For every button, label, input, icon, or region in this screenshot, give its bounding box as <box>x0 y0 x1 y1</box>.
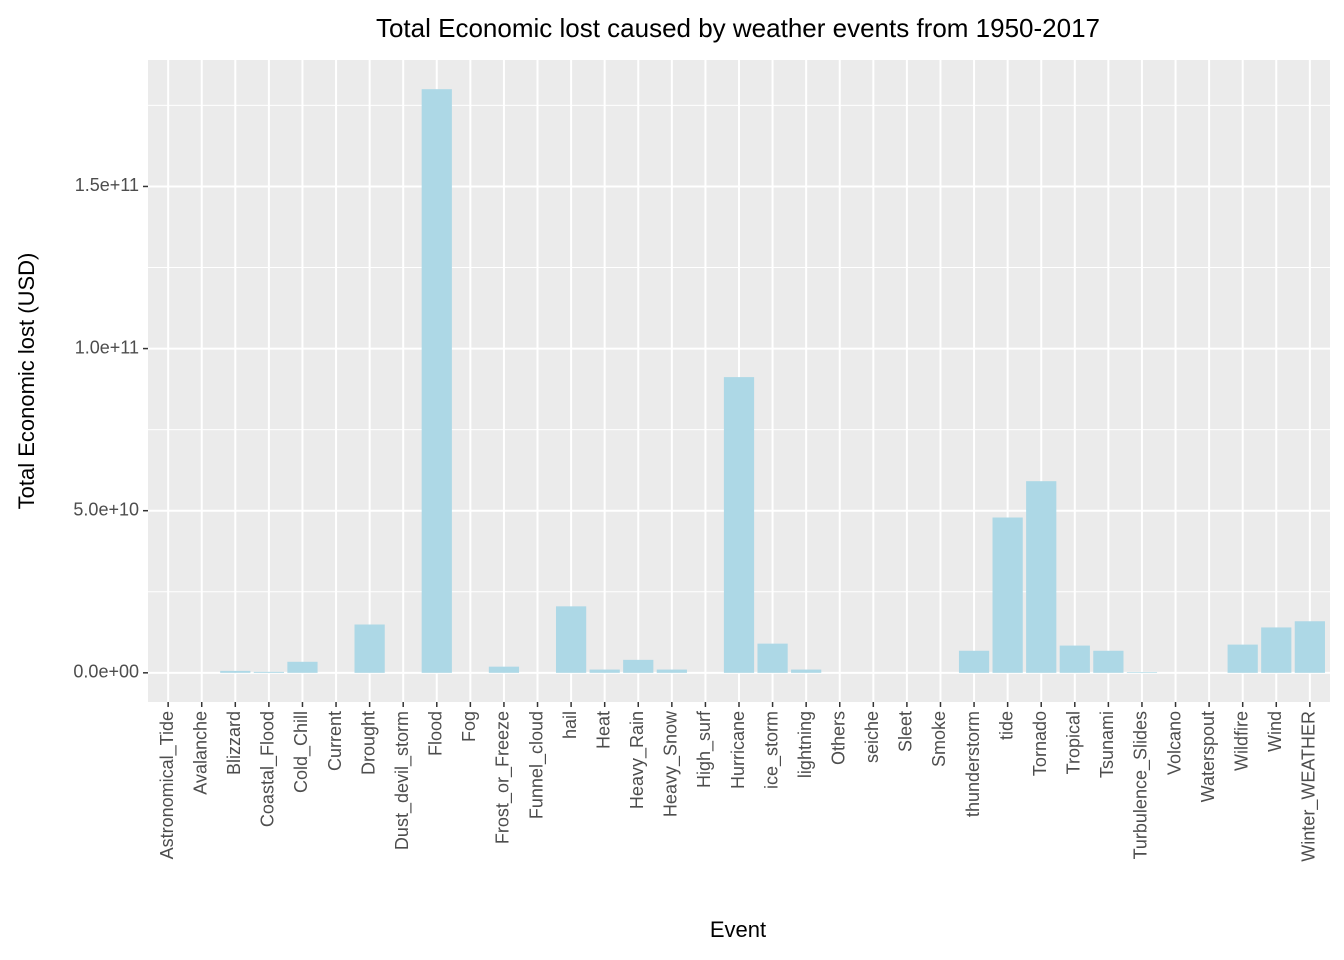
bar <box>958 650 990 673</box>
bar <box>421 89 452 673</box>
x-tick-label: Heavy_Snow <box>661 710 682 817</box>
bar <box>623 659 654 673</box>
bar <box>757 643 788 673</box>
y-tick-label: 0.0e+00 <box>73 662 139 682</box>
x-tick-label: Others <box>828 711 848 765</box>
x-tick-label: Tsunami <box>1097 711 1117 778</box>
y-tick-label: 5.0e+10 <box>73 499 139 519</box>
bar <box>723 377 755 673</box>
x-tick-label: Blizzard <box>224 711 244 775</box>
x-tick-label: Dust_devil_storm <box>392 711 413 850</box>
x-tick-label: Current <box>325 711 345 771</box>
bar <box>555 606 587 673</box>
bar <box>1093 650 1124 673</box>
x-tick-label: Tornado <box>1030 711 1050 776</box>
x-tick-label: Funnel_cloud <box>526 711 547 819</box>
bar <box>791 669 822 673</box>
bar <box>253 671 284 673</box>
x-tick-label: Tropical <box>1064 711 1084 774</box>
x-tick-label: High_surf <box>694 710 715 788</box>
x-tick-label: Smoke <box>929 711 949 767</box>
x-tick-label: Avalanche <box>190 711 210 795</box>
x-tick-label: lightning <box>795 711 815 778</box>
x-tick-label: Wind <box>1265 711 1285 752</box>
x-tick-label: hail <box>560 711 580 739</box>
x-tick-label: Wildfire <box>1231 711 1251 771</box>
bar <box>287 661 318 673</box>
bar <box>1126 672 1158 673</box>
x-tick-label: seiche <box>862 711 882 763</box>
x-tick-label: Winter_WEATHER <box>1299 711 1320 862</box>
bar <box>354 624 385 673</box>
x-tick-label: Heat <box>593 711 613 749</box>
bar <box>1294 621 1325 673</box>
bar <box>1059 645 1090 673</box>
y-axis-title: Total Economic lost (USD) <box>14 253 39 510</box>
bar <box>656 669 687 673</box>
x-tick-label: Astronomical_Tide <box>157 711 178 859</box>
x-tick-label: Flood <box>426 711 446 756</box>
chart-title: Total Economic lost caused by weather ev… <box>376 13 1100 43</box>
x-tick-label: ice_storm <box>761 711 782 789</box>
x-tick-label: Fog <box>459 711 479 742</box>
x-tick-label: Coastal_Flood <box>258 711 279 827</box>
x-tick-label: Volcano <box>1164 711 1184 775</box>
bar <box>488 666 520 673</box>
x-tick-label: Waterspout <box>1198 711 1218 802</box>
bar <box>589 669 620 673</box>
y-tick-label: 1.0e+11 <box>75 337 139 357</box>
bar <box>1026 481 1057 673</box>
x-tick-label: Heavy_Rain <box>627 711 648 809</box>
x-tick-label: Frost_or_Freeze <box>493 711 514 844</box>
x-tick-label: thunderstorm <box>963 711 983 817</box>
x-tick-label: Sleet <box>896 711 916 752</box>
bar <box>1227 644 1258 673</box>
x-tick-label: Drought <box>358 711 378 775</box>
x-tick-label: Hurricane <box>728 711 748 789</box>
x-tick-label: Turbulence_Slides <box>1131 711 1152 859</box>
bar <box>220 670 251 673</box>
x-tick-label: tide <box>996 711 1016 740</box>
y-tick-label: 1.5e+11 <box>75 175 139 195</box>
bar <box>1261 627 1292 673</box>
bar <box>992 517 1023 673</box>
x-tick-label: Cold_Chill <box>291 711 312 793</box>
x-axis-title: Event <box>710 917 766 942</box>
